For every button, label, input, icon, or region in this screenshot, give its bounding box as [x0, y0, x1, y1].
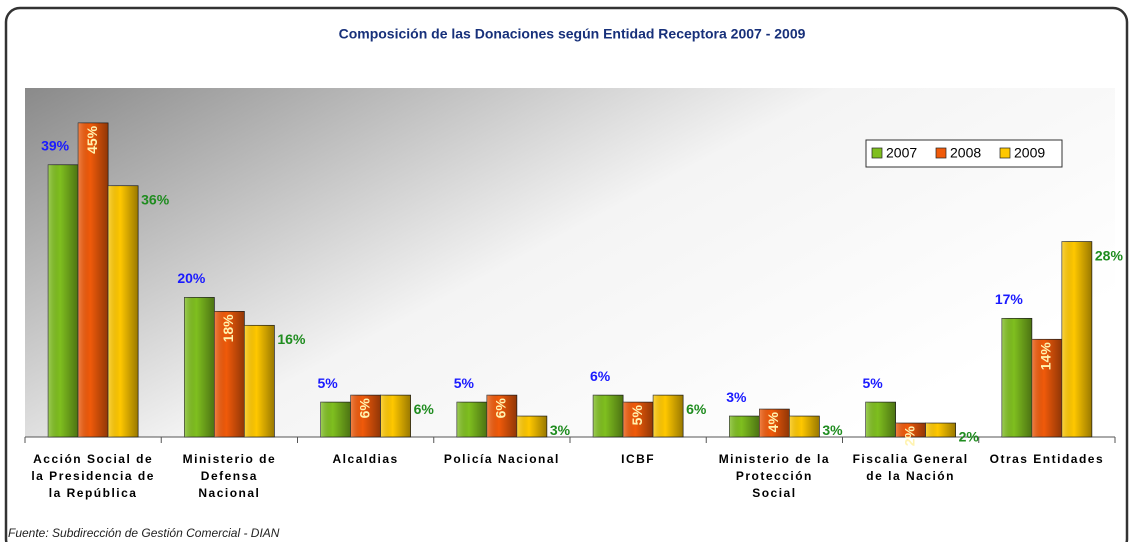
- value-label: 14%: [1038, 342, 1054, 371]
- bar-shade: [380, 395, 411, 437]
- x-tick-label: ICBF: [621, 452, 656, 466]
- bar-shade: [729, 416, 760, 437]
- value-label: 45%: [84, 125, 100, 154]
- value-label: 39%: [41, 137, 70, 153]
- bar-shade: [456, 402, 487, 437]
- value-label: 28%: [1095, 247, 1124, 263]
- value-label: 3%: [550, 422, 571, 438]
- x-tick-label: Ministerio de Defensa Nacional: [182, 452, 277, 500]
- bar-shade: [486, 395, 517, 437]
- value-label: 6%: [493, 398, 509, 419]
- bar-shade: [789, 416, 820, 437]
- bar-shade: [1031, 339, 1062, 437]
- chart-title: Composición de las Donaciones según Enti…: [339, 26, 806, 42]
- bar-shade: [320, 402, 351, 437]
- bar-shade: [1001, 318, 1032, 437]
- value-label: 5%: [454, 375, 475, 391]
- value-label: 5%: [629, 405, 645, 426]
- bar-shade: [653, 395, 684, 437]
- legend-label: 2009: [1014, 145, 1045, 161]
- bar-shade: [350, 395, 381, 437]
- value-label: 3%: [726, 389, 747, 405]
- value-label: 20%: [177, 270, 206, 286]
- bar-shade: [593, 395, 624, 437]
- value-label: 5%: [863, 375, 884, 391]
- value-label: 2%: [901, 425, 917, 446]
- value-label: 6%: [686, 401, 707, 417]
- legend-label: 2008: [950, 145, 981, 161]
- value-label: 6%: [356, 398, 372, 419]
- x-tick-label: Fiscalia General de la Nación: [852, 452, 969, 483]
- value-label: 16%: [277, 331, 306, 347]
- x-tick-label: Ministerio de la Protección Social: [718, 452, 831, 500]
- value-label: 17%: [995, 291, 1024, 307]
- value-label: 36%: [141, 191, 170, 207]
- x-tick-label: Policía Nacional: [443, 452, 560, 466]
- value-label: 6%: [414, 401, 435, 417]
- bar-shade: [48, 164, 79, 437]
- x-tick-label: Otras Entidades: [989, 452, 1105, 466]
- legend: [865, 139, 1063, 168]
- x-tick-label: Acción Social de la Presidencia de la Re…: [31, 452, 155, 500]
- legend-swatch: [935, 147, 947, 159]
- value-label: 4%: [765, 412, 781, 433]
- bar-shade: [759, 409, 790, 437]
- bar-shade: [78, 122, 109, 438]
- bar-shade: [108, 185, 139, 437]
- bar-shade: [925, 423, 956, 437]
- bar-shade: [214, 311, 245, 437]
- bar-shade: [895, 423, 926, 437]
- bar-shade: [244, 325, 275, 437]
- value-label: 3%: [822, 422, 843, 438]
- legend-label: 2007: [886, 145, 917, 161]
- source: Fuente: Subdirección de Gestión Comercia…: [8, 526, 280, 540]
- legend-swatch: [999, 147, 1011, 159]
- bar-shade: [865, 402, 896, 437]
- value-label: 6%: [590, 368, 611, 384]
- bar-shade: [623, 402, 654, 437]
- bar-shade: [1061, 241, 1092, 437]
- value-label: 18%: [220, 314, 236, 343]
- value-label: 2%: [959, 429, 980, 445]
- value-label: 5%: [318, 375, 339, 391]
- x-tick-label: Alcaldias: [332, 452, 399, 466]
- bar-shade: [516, 416, 547, 437]
- bar-shade: [184, 297, 215, 437]
- legend-swatch: [871, 147, 883, 159]
